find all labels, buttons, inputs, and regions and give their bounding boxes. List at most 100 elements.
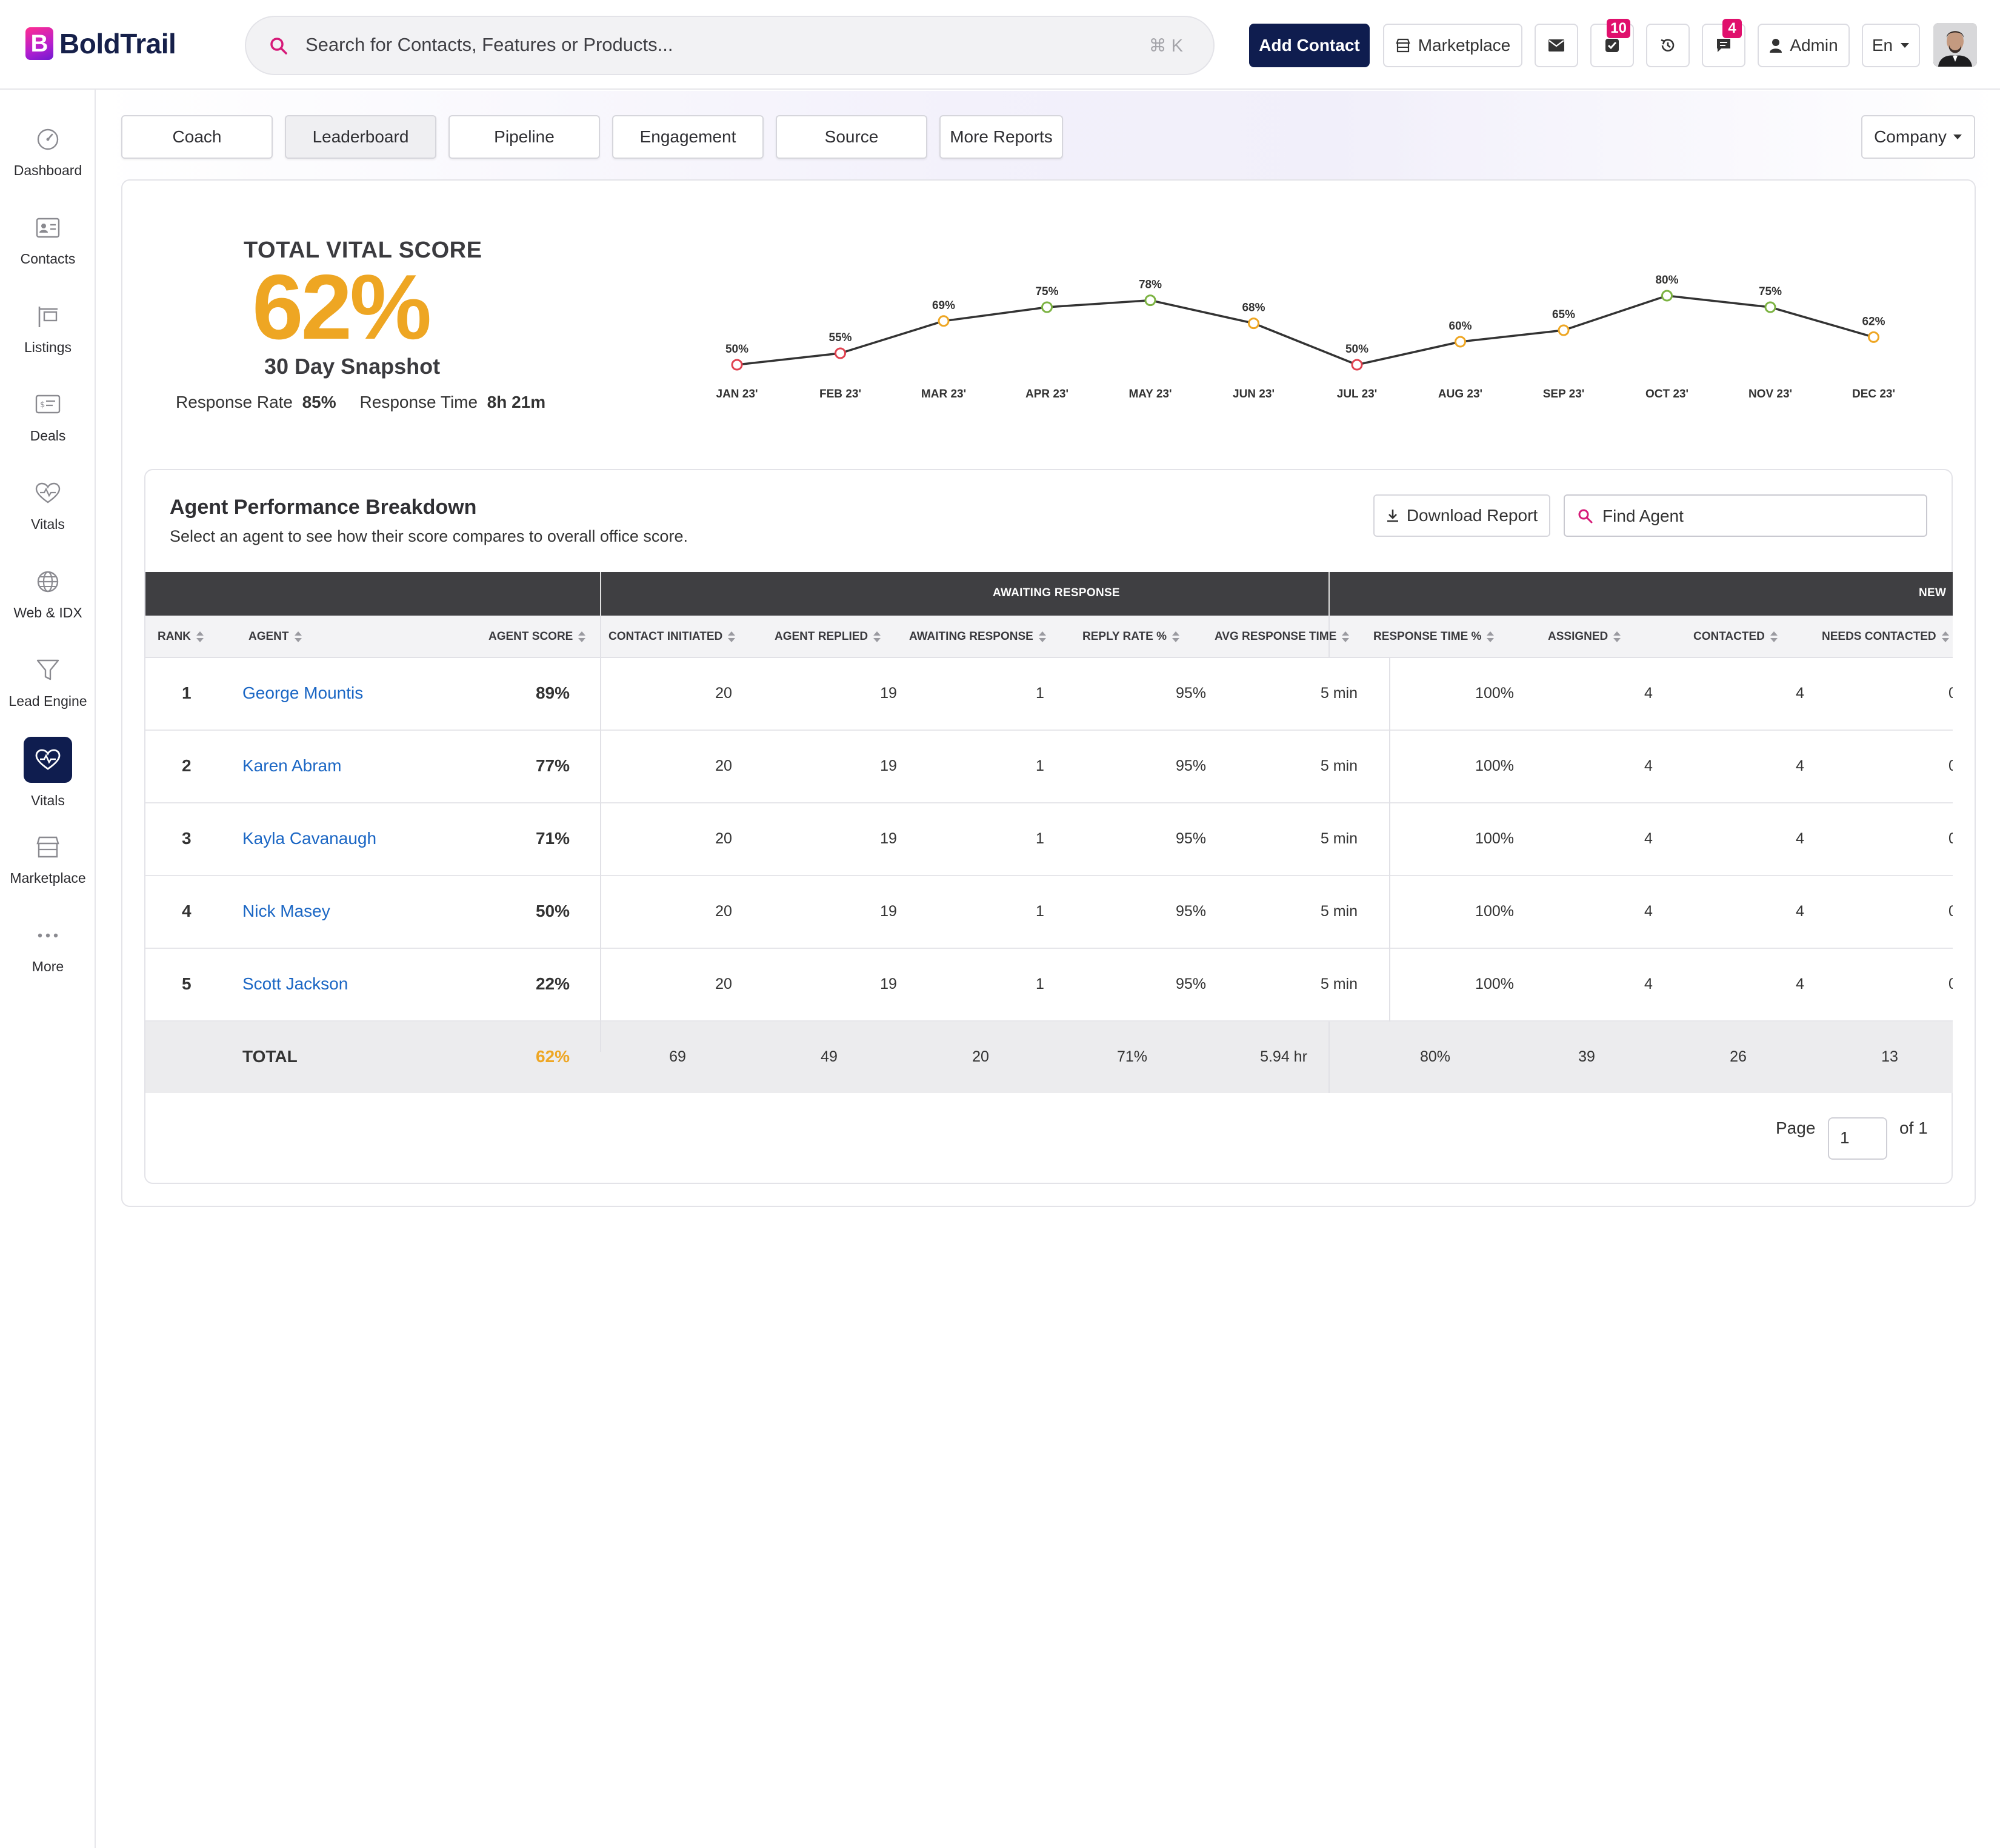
data-point[interactable] bbox=[1144, 294, 1156, 307]
sidebar-item-marketplace[interactable]: Marketplace bbox=[0, 829, 96, 902]
column-header-replied[interactable]: AGENT REPLIED bbox=[775, 630, 881, 643]
sort-icon[interactable] bbox=[1941, 631, 1950, 643]
ellipsis-icon bbox=[35, 922, 61, 949]
find-agent-input[interactable]: Find Agent bbox=[1564, 494, 1927, 537]
sort-icon[interactable] bbox=[1770, 631, 1778, 643]
sidebar-item-lead-engine[interactable]: Lead Engine bbox=[0, 652, 96, 725]
column-header-needs[interactable]: NEEDS CONTACTED bbox=[1822, 630, 1950, 643]
column-header-time-pct[interactable]: RESPONSE TIME % bbox=[1373, 630, 1495, 643]
search-input[interactable]: Search for Contacts, Features or Product… bbox=[305, 34, 673, 55]
sidebar-item-web-idx[interactable]: Web & IDX bbox=[0, 563, 96, 636]
cell-agent[interactable]: George Mountis bbox=[242, 683, 364, 702]
cell-initiated: 20 bbox=[715, 903, 732, 920]
scope-select[interactable]: Company bbox=[1861, 115, 1975, 159]
sort-icon[interactable] bbox=[727, 631, 736, 643]
column-header-reply-rate[interactable]: REPLY RATE % bbox=[1082, 630, 1180, 643]
global-search[interactable]: Search for Contacts, Features or Product… bbox=[245, 16, 1215, 75]
agent-performance-table: AWAITING RESPONSE NEW RANK AGENT AGENT SCO… bbox=[145, 572, 1953, 1093]
cell-replied: 19 bbox=[880, 685, 897, 702]
data-point[interactable] bbox=[1661, 290, 1673, 302]
data-point[interactable] bbox=[731, 359, 743, 371]
table-row[interactable]: 5 Scott Jackson 22% 20 19 1 95% 5 min 100% 4 4 0 bbox=[145, 949, 1953, 1022]
sort-icon[interactable] bbox=[1038, 631, 1047, 643]
data-label: 80% bbox=[1655, 274, 1678, 287]
cell-agent[interactable]: Scott Jackson bbox=[242, 974, 348, 993]
sidebar-item-contacts[interactable]: Contacts bbox=[0, 210, 96, 282]
cell-awaiting: 20 bbox=[972, 1048, 989, 1065]
data-point[interactable] bbox=[1868, 331, 1879, 343]
data-point[interactable] bbox=[1351, 359, 1363, 371]
sort-icon[interactable] bbox=[1172, 631, 1180, 643]
column-header-initiated[interactable]: CONTACT INITIATED bbox=[608, 630, 736, 643]
tab-source[interactable]: Source bbox=[776, 115, 927, 159]
vital-score-value: 62% bbox=[252, 256, 432, 359]
data-label: 75% bbox=[1759, 285, 1782, 298]
sidebar-item-label: Web & IDX bbox=[13, 605, 82, 620]
cell-avg-time: 5 min bbox=[1320, 685, 1358, 702]
tasks-button[interactable]: 10 bbox=[1590, 19, 1634, 67]
column-divider bbox=[1328, 616, 1330, 658]
cell-agent[interactable]: Nick Masey bbox=[242, 902, 330, 920]
column-header-awaiting[interactable]: AWAITING RESPONSE bbox=[909, 630, 1047, 643]
history-icon bbox=[1661, 39, 1675, 52]
cell-rank: 3 bbox=[182, 829, 192, 848]
sort-icon[interactable] bbox=[1486, 631, 1495, 643]
tab-engagement[interactable]: Engagement bbox=[612, 115, 764, 159]
cell-rank: 4 bbox=[182, 902, 192, 920]
sort-icon[interactable] bbox=[294, 631, 302, 643]
data-point[interactable] bbox=[1764, 301, 1776, 313]
sidebar-item-deals[interactable]: $ Deals bbox=[0, 387, 96, 459]
tab-leaderboard[interactable]: Leaderboard bbox=[285, 115, 436, 159]
avatar[interactable] bbox=[1933, 23, 1977, 67]
cell-awaiting: 1 bbox=[1036, 903, 1044, 920]
cell-reply-rate: 95% bbox=[1175, 685, 1206, 702]
sort-icon[interactable] bbox=[578, 631, 586, 643]
cell-agent[interactable]: Karen Abram bbox=[242, 756, 342, 775]
group-header-new: NEW bbox=[1919, 587, 1947, 599]
sidebar-item-label: Deals bbox=[30, 428, 66, 444]
table-row[interactable]: 2 Karen Abram 77% 20 19 1 95% 5 min 100% 4 4 0 bbox=[145, 731, 1953, 803]
tab-pipeline[interactable]: Pipeline bbox=[448, 115, 600, 159]
admin-button[interactable]: Admin bbox=[1758, 24, 1850, 67]
sort-icon[interactable] bbox=[1341, 631, 1350, 643]
tab-more-reports[interactable]: More Reports bbox=[939, 115, 1063, 159]
column-header-avg-time[interactable]: AVG RESPONSE TIME bbox=[1215, 630, 1350, 643]
marketplace-button[interactable]: Marketplace bbox=[1383, 24, 1522, 67]
messages-button[interactable]: 4 bbox=[1702, 19, 1745, 67]
data-point[interactable] bbox=[1455, 336, 1466, 348]
data-point[interactable] bbox=[1041, 301, 1053, 313]
cell-agent[interactable]: Kayla Cavanaugh bbox=[242, 829, 377, 848]
cell-score: 22% bbox=[535, 974, 570, 993]
column-header-assigned[interactable]: ASSIGNED bbox=[1548, 630, 1621, 643]
column-header-score[interactable]: AGENT SCORE bbox=[488, 630, 586, 643]
sort-icon[interactable] bbox=[873, 631, 881, 643]
page-number-input[interactable]: 1 bbox=[1828, 1117, 1887, 1160]
data-point[interactable] bbox=[1248, 317, 1259, 330]
table-row[interactable]: 3 Kayla Cavanaugh 71% 20 19 1 95% 5 min 100% 4 4 0 bbox=[145, 803, 1953, 876]
sidebar-item-vitals[interactable]: Vitals bbox=[0, 475, 96, 548]
sidebar-item-vitals-active[interactable]: Vitals bbox=[0, 737, 96, 813]
data-point[interactable] bbox=[1558, 324, 1570, 336]
column-header-rank[interactable]: RANK bbox=[158, 630, 204, 643]
sidebar-item-more[interactable]: More bbox=[0, 917, 96, 990]
table-row[interactable]: 1 George Mountis 89% 20 19 1 95% 5 min 100% 4 4 0 bbox=[145, 658, 1953, 731]
column-header-agent[interactable]: AGENT bbox=[248, 630, 302, 643]
tab-coach[interactable]: Coach bbox=[121, 115, 273, 159]
sidebar-item-listings[interactable]: Listings bbox=[0, 298, 96, 371]
history-button[interactable] bbox=[1646, 24, 1690, 67]
language-select[interactable]: En bbox=[1862, 24, 1920, 67]
data-point[interactable] bbox=[938, 315, 950, 327]
sidebar-item-dashboard[interactable]: Dashboard bbox=[0, 121, 96, 194]
messages-badge: 4 bbox=[1722, 19, 1742, 38]
mail-button[interactable] bbox=[1535, 24, 1578, 67]
cell-time-pct: 100% bbox=[1475, 976, 1514, 992]
add-contact-button[interactable]: Add Contact bbox=[1249, 24, 1370, 67]
sort-icon[interactable] bbox=[1613, 631, 1621, 643]
column-header-label: AGENT REPLIED bbox=[775, 630, 868, 643]
sort-icon[interactable] bbox=[196, 631, 204, 643]
column-header-contacted[interactable]: CONTACTED bbox=[1693, 630, 1778, 643]
download-report-button[interactable]: Download Report bbox=[1373, 494, 1550, 537]
table-row[interactable]: 4 Nick Masey 50% 20 19 1 95% 5 min 100% 4 4 0 bbox=[145, 876, 1953, 949]
data-point[interactable] bbox=[835, 347, 846, 359]
boldtrail-logo[interactable]: B BoldTrail bbox=[25, 27, 176, 61]
